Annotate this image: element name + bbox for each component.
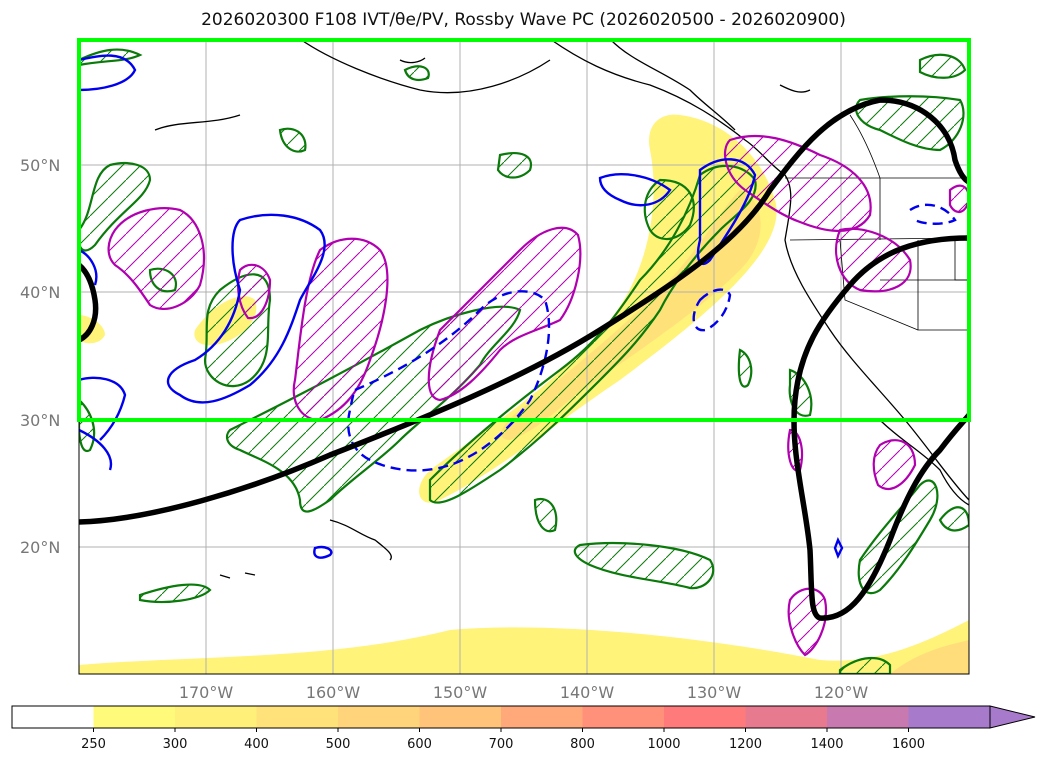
lat-label-40: 40°N <box>20 283 60 302</box>
colorbar-segment <box>501 706 583 728</box>
colorbar: 250 300 400 500 600 700 800 1000 1200 1400 1600 <box>11 705 1036 752</box>
colorbar-segment <box>827 706 909 728</box>
map-title: 2026020300 F108 IVT/θe/PV, Rossby Wave P… <box>201 10 846 30</box>
lon-label-150w: 150°W <box>433 683 488 702</box>
colorbar-segment <box>582 706 665 728</box>
lon-label-130w: 130°W <box>687 683 742 702</box>
colorbar-segment <box>664 706 746 728</box>
lon-label-160w: 160°W <box>306 683 361 702</box>
colorbar-tick-label: 700 <box>489 737 514 752</box>
colorbar-segment <box>12 706 94 728</box>
lon-label-120w: 120°W <box>814 683 869 702</box>
colorbar-tick-label: 1000 <box>647 737 680 752</box>
colorbar-tick-label: 600 <box>407 737 432 752</box>
lon-label-170w: 170°W <box>179 683 234 702</box>
colorbar-tick-label: 1200 <box>729 737 762 752</box>
colorbar-tick-label: 250 <box>81 737 106 752</box>
pv-contours <box>79 97 969 621</box>
colorbar-tick-label: 500 <box>326 737 351 752</box>
colorbar-segment <box>908 706 991 728</box>
colorbar-extend-arrow <box>989 705 1036 729</box>
colorbar-tick-label: 1400 <box>810 737 843 752</box>
colorbar-segment <box>93 706 176 728</box>
longitude-labels: 170°W 160°W 150°W 140°W 130°W 120°W <box>179 683 869 702</box>
highlight-box <box>77 38 971 422</box>
blue-dashed-contours <box>347 203 957 472</box>
colorbar-segment <box>256 706 339 728</box>
lat-label-30: 30°N <box>20 411 60 430</box>
lat-label-20: 20°N <box>20 538 60 557</box>
lon-label-140w: 140°W <box>560 683 615 702</box>
colorbar-segment <box>745 706 828 728</box>
colorbar-segment <box>175 706 257 728</box>
colorbar-segment <box>419 706 502 728</box>
colorbar-tick-label: 300 <box>163 737 188 752</box>
colorbar-tick-label: 400 <box>244 737 269 752</box>
magenta-contours <box>107 134 969 657</box>
blue-contours <box>79 54 844 559</box>
colorbar-tick-label: 800 <box>570 737 595 752</box>
lat-label-50: 50°N <box>20 156 60 175</box>
colorbar-tick-label: 1600 <box>892 737 925 752</box>
colorbar-segment <box>338 706 420 728</box>
latitude-labels: 50°N 40°N 30°N 20°N <box>20 156 60 557</box>
